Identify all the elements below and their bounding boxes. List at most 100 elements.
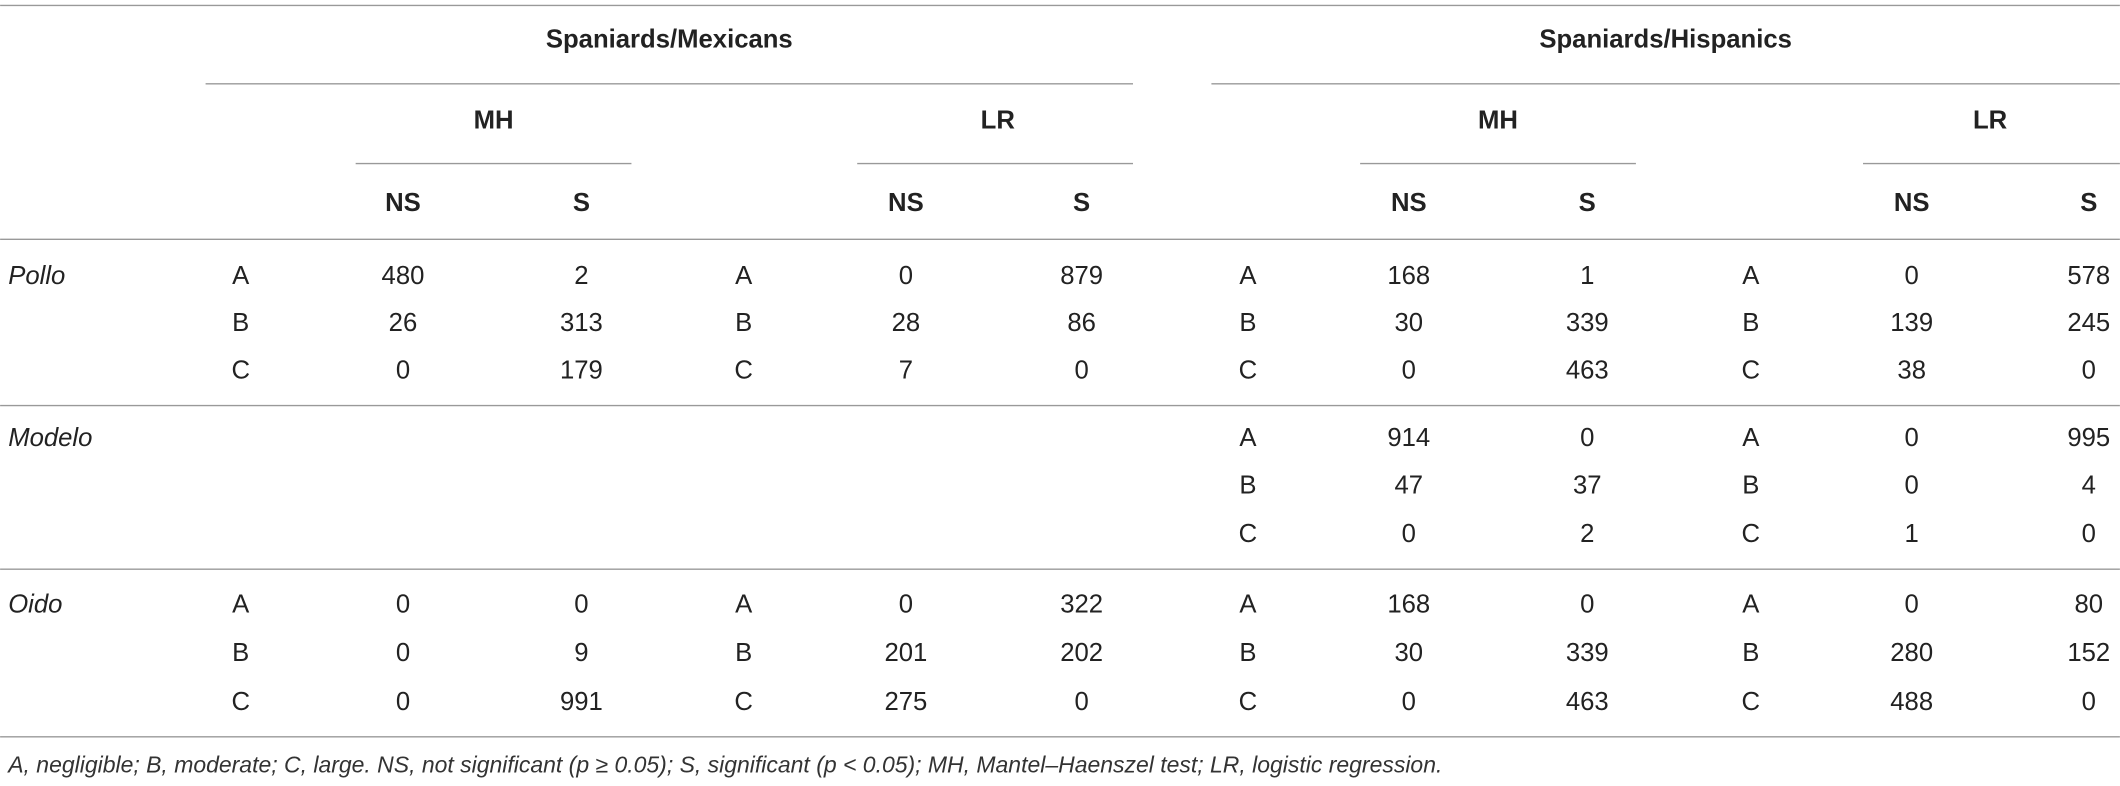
grade: A xyxy=(1742,424,1760,452)
cell: 0 xyxy=(1580,590,1594,618)
grade: A xyxy=(1239,590,1257,618)
method-header: MH xyxy=(474,106,514,134)
cell: 179 xyxy=(560,357,603,385)
grade: B xyxy=(232,309,249,337)
cell: 0 xyxy=(1074,357,1088,385)
cell: 1 xyxy=(1905,520,1919,548)
column-header: NS xyxy=(1894,189,1930,217)
cell: 339 xyxy=(1566,639,1609,667)
cell: 86 xyxy=(1067,309,1096,337)
cell: 80 xyxy=(2075,590,2104,618)
grade: C xyxy=(1239,357,1258,385)
cell: 9 xyxy=(574,639,588,667)
cell: 0 xyxy=(396,590,410,618)
footnote: A, negligible; B, moderate; C, large. NS… xyxy=(6,752,1442,778)
grade: C xyxy=(1742,688,1761,716)
grade: A xyxy=(1239,424,1257,452)
cell: 0 xyxy=(899,590,913,618)
grade: B xyxy=(232,639,249,667)
cell: 245 xyxy=(2067,309,2110,337)
cell: 0 xyxy=(2082,520,2096,548)
cell: 4 xyxy=(2082,471,2096,499)
grade: A xyxy=(232,262,250,290)
cell: 7 xyxy=(899,357,913,385)
column-header: S xyxy=(1579,189,1596,217)
column-header: S xyxy=(573,189,590,217)
grade: B xyxy=(1742,309,1759,337)
cell: 0 xyxy=(1580,424,1594,452)
cell: 275 xyxy=(884,688,927,716)
cell: 0 xyxy=(1905,471,1919,499)
grade: B xyxy=(1239,309,1256,337)
cell: 0 xyxy=(1074,688,1088,716)
cell: 201 xyxy=(884,639,927,667)
column-header: NS xyxy=(888,189,924,217)
cell: 0 xyxy=(396,357,410,385)
column-header: NS xyxy=(1391,189,1427,217)
grade: A xyxy=(1742,262,1760,290)
cell: 313 xyxy=(560,309,603,337)
cell: 995 xyxy=(2067,424,2110,452)
method-header: LR xyxy=(981,106,1016,134)
cell: 38 xyxy=(1897,357,1926,385)
cell: 0 xyxy=(1402,357,1416,385)
grade: C xyxy=(231,357,250,385)
group-header: Spaniards/Hispanics xyxy=(1539,25,1792,53)
grade: A xyxy=(1239,262,1257,290)
cell: 0 xyxy=(574,590,588,618)
grade: B xyxy=(1239,471,1256,499)
cell: 480 xyxy=(382,262,425,290)
cell: 26 xyxy=(389,309,418,337)
cell: 30 xyxy=(1395,639,1424,667)
cell: 0 xyxy=(1905,262,1919,290)
grade: C xyxy=(734,688,753,716)
cell: 991 xyxy=(560,688,603,716)
cell: 322 xyxy=(1060,590,1103,618)
grade: C xyxy=(734,357,753,385)
cell: 30 xyxy=(1395,309,1424,337)
cell: 0 xyxy=(1402,520,1416,548)
row-label: Pollo xyxy=(8,262,65,290)
grade: C xyxy=(231,688,250,716)
cell: 0 xyxy=(396,688,410,716)
column-header: NS xyxy=(385,189,421,217)
cell: 37 xyxy=(1573,471,1602,499)
cell: 168 xyxy=(1387,262,1430,290)
group-header: Spaniards/Mexicans xyxy=(546,25,793,53)
cell: 152 xyxy=(2067,639,2110,667)
grade: A xyxy=(735,262,753,290)
method-header: LR xyxy=(1973,106,2008,134)
grade: A xyxy=(735,590,753,618)
cell: 0 xyxy=(1905,590,1919,618)
cell: 28 xyxy=(892,309,921,337)
cell: 914 xyxy=(1387,424,1430,452)
grade: C xyxy=(1239,520,1258,548)
grade: B xyxy=(1742,471,1759,499)
cell: 2 xyxy=(574,262,588,290)
cell: 280 xyxy=(1890,639,1933,667)
cell: 578 xyxy=(2067,262,2110,290)
grade: A xyxy=(232,590,250,618)
cell: 1 xyxy=(1580,262,1594,290)
grade: A xyxy=(1742,590,1760,618)
grade: B xyxy=(735,639,752,667)
column-header: S xyxy=(1073,189,1090,217)
cell: 488 xyxy=(1890,688,1933,716)
cell: 47 xyxy=(1395,471,1424,499)
cell: 2 xyxy=(1580,520,1594,548)
cell: 0 xyxy=(1402,688,1416,716)
grade: C xyxy=(1742,520,1761,548)
grade: B xyxy=(1742,639,1759,667)
cell: 339 xyxy=(1566,309,1609,337)
row-label: Modelo xyxy=(8,424,92,452)
cell: 0 xyxy=(899,262,913,290)
row-label: Oido xyxy=(8,590,62,618)
cell: 202 xyxy=(1060,639,1103,667)
cell: 139 xyxy=(1890,309,1933,337)
cell: 0 xyxy=(2082,688,2096,716)
grade: C xyxy=(1742,357,1761,385)
cell: 168 xyxy=(1387,590,1430,618)
grade: B xyxy=(1239,639,1256,667)
